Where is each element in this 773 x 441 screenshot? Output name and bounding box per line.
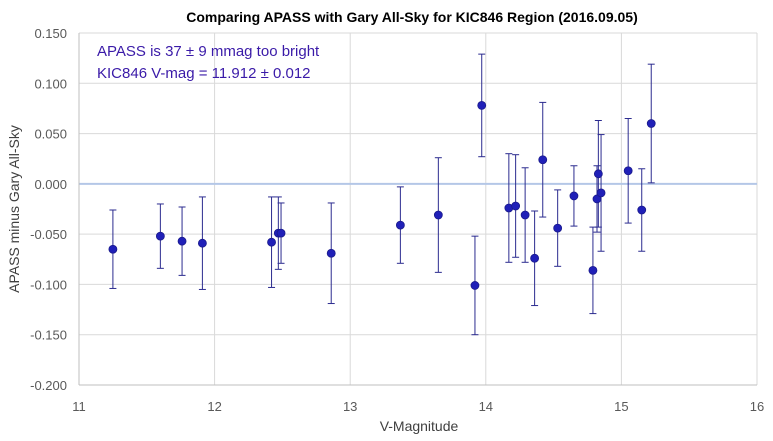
x-tick-label: 11: [72, 399, 86, 414]
data-point: [520, 210, 530, 220]
data-point: [569, 191, 579, 201]
data-point: [646, 119, 656, 128]
data-point: [538, 155, 548, 165]
annotation-kic846-vmag: KIC846 V-mag = 11.912 ± 0.012: [97, 65, 311, 82]
chart-title: Comparing APASS with Gary All-Sky for KI…: [186, 9, 638, 25]
data-point: [637, 205, 647, 215]
data-point: [470, 281, 480, 290]
x-axis-title: V-Magnitude: [380, 418, 459, 434]
data-point: [623, 166, 633, 176]
x-tick-label: 12: [207, 399, 221, 414]
y-tick-label: 0.100: [34, 76, 67, 91]
data-point: [593, 169, 603, 179]
x-tick-label: 15: [614, 399, 628, 414]
y-tick-label: -0.100: [30, 277, 67, 292]
x-tick-label: 16: [750, 399, 764, 414]
data-point: [276, 228, 286, 238]
plot-area: 0.150 0.100 0.050 0.000 -0.050 -0.100 -0.150 -0…: [30, 26, 764, 414]
data-point: [267, 237, 276, 247]
data-point: [433, 210, 443, 220]
data-point: [588, 265, 598, 275]
data-point: [326, 248, 336, 258]
data-point: [197, 238, 207, 248]
x-tick-label: 13: [343, 399, 357, 414]
data-point: [530, 253, 540, 263]
annotation-apass-offset: APASS is 37 ± 9 mmag too bright: [97, 43, 320, 60]
data-point: [177, 236, 187, 246]
data-point: [596, 188, 606, 198]
data-point: [511, 201, 521, 211]
data-point: [108, 244, 118, 254]
data-point: [553, 223, 563, 233]
x-tick-label: 14: [479, 399, 493, 414]
data-point: [592, 194, 602, 204]
y-tick-label: 0.000: [34, 177, 67, 192]
data-point: [155, 231, 165, 241]
data-point: [395, 220, 405, 230]
y-tick-label: -0.150: [30, 328, 67, 343]
y-tick-label: -0.200: [30, 378, 67, 393]
y-axis-title: APASS minus Gary All-Sky: [6, 125, 22, 293]
data-point: [477, 101, 487, 110]
y-tick-label: 0.150: [34, 26, 67, 41]
y-tick-label: -0.050: [30, 227, 67, 242]
y-tick-label: 0.050: [34, 127, 67, 142]
